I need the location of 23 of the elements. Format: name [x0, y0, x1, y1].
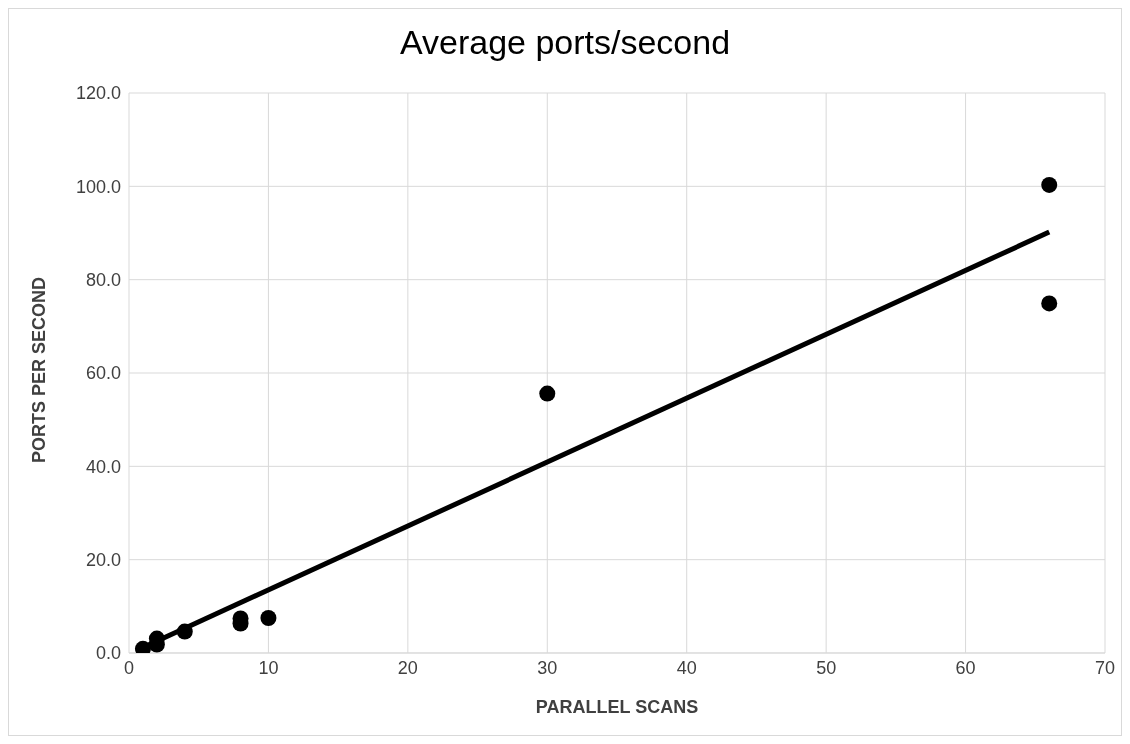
point	[1041, 295, 1058, 312]
x-tick-label: 10	[258, 657, 279, 678]
x-tick-label: 60	[955, 657, 976, 678]
y-tick-label: 100.0	[75, 176, 121, 197]
y-axis-title: PORTS PER SECOND	[29, 276, 50, 463]
x-axis-title: PARALLEL SCANS	[535, 697, 699, 717]
x-tick-label: 50	[816, 657, 837, 678]
x-tick-label: 20	[397, 657, 418, 678]
y-tick-label: 60.0	[85, 363, 121, 384]
x-tick-label: 40	[676, 657, 697, 678]
point	[176, 623, 193, 640]
y-tick-label: 20.0	[85, 550, 121, 571]
y-tick-label: 40.0	[85, 456, 121, 477]
x-tick-label: 30	[537, 657, 558, 678]
y-tick-label: 80.0	[85, 270, 121, 291]
y-tick-label: 0.0	[95, 643, 121, 664]
chart-title: Average ports/second	[398, 22, 732, 63]
x-tick-label: 70	[1094, 657, 1116, 678]
point	[539, 385, 556, 402]
point	[260, 610, 277, 626]
point	[1041, 176, 1058, 193]
y-tick-label: 120.0	[75, 83, 121, 104]
x-tick-label: 0	[123, 657, 135, 678]
